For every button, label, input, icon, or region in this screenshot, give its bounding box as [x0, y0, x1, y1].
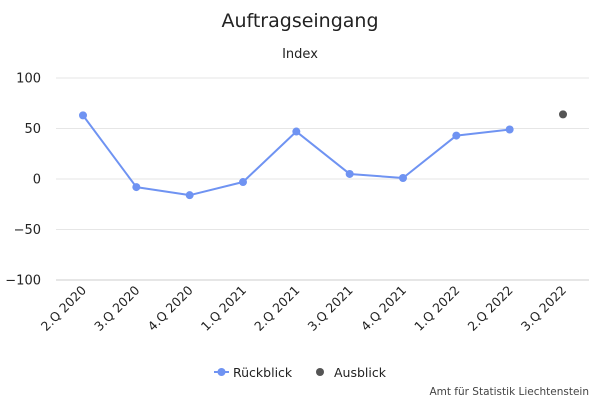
- x-tick-label: 3.Q 2022: [518, 283, 569, 334]
- chart-title: Auftragseingang: [221, 10, 378, 32]
- y-tick-label: 0: [33, 173, 41, 188]
- x-axis-labels: 2.Q 2020 3.Q 2020 4.Q 2020 1.Q 2021 2.Q 2021…: [38, 282, 569, 333]
- legend-label: Ausblick: [334, 365, 387, 380]
- x-tick-label: 3.Q 2020: [91, 282, 142, 333]
- series-line-0: [82, 114, 510, 197]
- data-point-0-8[interactable]: [505, 125, 514, 134]
- x-tick-label: 2.Q 2020: [38, 282, 89, 333]
- y-tick-label: −100: [5, 274, 41, 289]
- chart-credit[interactable]: Amt für Statistik Liechtenstein: [429, 386, 589, 398]
- legend-label: Rückblick: [233, 365, 293, 380]
- grid-layer: [56, 77, 589, 281]
- x-tick-label: 4.Q 2021: [358, 283, 409, 334]
- series-layer: [79, 110, 567, 200]
- legend[interactable]: Rückblick Ausblick: [214, 365, 387, 380]
- x-tick-label: 2.Q 2022: [464, 283, 515, 334]
- data-point-0-3[interactable]: [239, 178, 247, 187]
- y-tick-label: 100: [16, 72, 41, 87]
- data-point-0-2[interactable]: [185, 191, 194, 200]
- legend-item-0[interactable]: Rückblick: [214, 365, 293, 380]
- data-point-0-4[interactable]: [292, 127, 301, 136]
- legend-point-marker: [316, 368, 324, 376]
- data-point-0-5[interactable]: [345, 169, 354, 178]
- data-point-1-9[interactable]: [559, 110, 567, 119]
- x-tick-label: 4.Q 2020: [144, 282, 195, 333]
- x-tick-label: 3.Q 2021: [304, 283, 355, 334]
- legend-item-1[interactable]: Ausblick: [316, 365, 387, 380]
- data-point-0-6[interactable]: [399, 173, 407, 182]
- data-point-0-7[interactable]: [452, 131, 461, 140]
- x-tick-label: 1.Q 2021: [198, 283, 249, 334]
- data-point-0-1[interactable]: [132, 183, 141, 192]
- x-tick-label: 2.Q 2021: [251, 283, 302, 334]
- y-axis-labels: 100 50 0 −50 −100: [5, 72, 41, 289]
- legend-point-marker: [217, 368, 226, 376]
- x-tick-label: 1.Q 2022: [411, 283, 462, 334]
- y-tick-label: 50: [24, 122, 41, 137]
- data-point-0-0[interactable]: [79, 111, 87, 120]
- y-tick-label: −50: [14, 223, 41, 238]
- chart-subtitle: Index: [282, 47, 318, 62]
